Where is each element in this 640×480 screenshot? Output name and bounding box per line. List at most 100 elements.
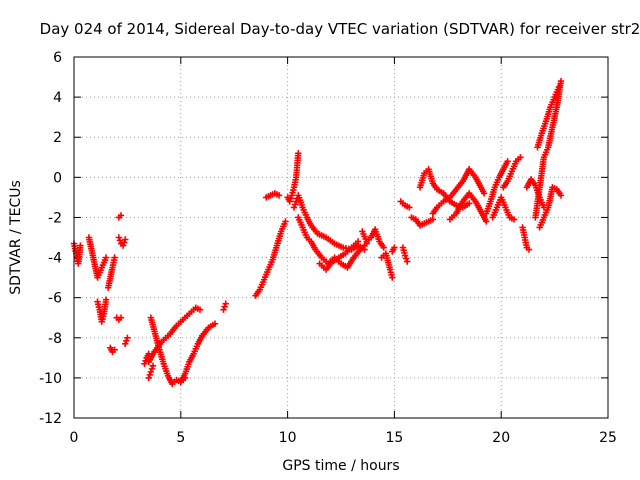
data-point — [483, 218, 490, 225]
series-arc-e10 — [500, 154, 524, 191]
data-point — [122, 340, 129, 347]
series-arc-a1 — [70, 240, 84, 267]
data-point — [124, 334, 131, 341]
data-point — [147, 368, 155, 376]
data-point — [142, 357, 149, 365]
x-tick-label: 25 — [599, 430, 617, 446]
data-point — [555, 83, 563, 91]
series-arc-b5 — [177, 320, 219, 386]
series-arc-d4 — [316, 238, 362, 273]
series-arc-d2 — [290, 192, 368, 253]
x-tick-label: 10 — [279, 430, 297, 446]
data-point — [141, 360, 148, 368]
y-tick-label: -8 — [48, 331, 62, 347]
y-tick-label: -6 — [48, 291, 62, 307]
data-point — [517, 154, 524, 161]
series-arc-e8 — [483, 158, 511, 217]
series-arc-b4 — [147, 314, 189, 388]
data-point — [275, 192, 283, 199]
series-arc-a2 — [85, 234, 110, 281]
x-tick-label: 15 — [385, 430, 403, 446]
data-point — [77, 242, 84, 249]
data-point — [123, 337, 130, 344]
data-point — [148, 365, 156, 373]
y-tick-label: -10 — [39, 371, 62, 387]
y-tick-label: -12 — [39, 411, 62, 427]
series-arc-d1 — [284, 150, 302, 205]
chart-title: Day 024 of 2014, Sidereal Day-to-day VTE… — [40, 20, 640, 38]
data-point — [389, 274, 396, 281]
series-arc-a8 — [115, 234, 129, 249]
series-arc-b3 — [145, 304, 204, 366]
y-tick-label: 2 — [53, 130, 62, 146]
series-arc-f2 — [534, 83, 563, 151]
data-point — [282, 218, 289, 225]
data-point — [525, 246, 533, 253]
series-arc-a7 — [115, 212, 125, 221]
series-arc-b6 — [220, 300, 229, 313]
data-point — [222, 300, 229, 307]
series-arc-a4 — [104, 254, 118, 291]
series-arc-e9 — [489, 194, 518, 223]
series-arc-e7 — [465, 166, 488, 197]
data-point — [401, 252, 409, 259]
series-arc-c2 — [263, 190, 283, 201]
data-point — [380, 244, 387, 251]
data-point — [149, 362, 157, 370]
x-tick-label: 0 — [70, 430, 79, 446]
series-arc-e5 — [429, 166, 473, 217]
series-arc-c1 — [252, 218, 289, 299]
series-arc-d6 — [378, 250, 396, 281]
data-point — [117, 212, 125, 219]
data-point — [211, 320, 219, 327]
data-point — [391, 244, 398, 251]
data-point — [122, 236, 129, 243]
series-arc-f3 — [536, 184, 565, 231]
data-point — [119, 242, 127, 249]
series-arc-b2 — [145, 362, 157, 382]
series-arc-e2 — [397, 198, 413, 211]
data-point — [102, 296, 110, 303]
data-point — [287, 195, 295, 202]
y-tick-label: 4 — [53, 90, 62, 106]
series-arc-d5 — [359, 226, 387, 251]
data-point — [102, 254, 110, 261]
data-point — [557, 77, 565, 85]
series-arc-a9 — [122, 334, 131, 347]
series-arc-e6 — [446, 190, 490, 225]
series-arc-e3 — [408, 214, 437, 229]
data-point — [465, 200, 473, 207]
data-point — [557, 192, 565, 199]
grid-lines — [74, 57, 608, 418]
data-point — [116, 237, 124, 244]
series-arc-a3 — [94, 296, 110, 325]
y-tick-label: 0 — [53, 170, 62, 186]
series-arc-e11 — [519, 224, 533, 253]
y-tick-label: 6 — [53, 50, 62, 66]
data-point — [404, 258, 411, 265]
data-point — [406, 204, 413, 211]
data-point — [146, 371, 154, 379]
data-point — [290, 204, 298, 211]
data-point — [145, 374, 152, 382]
data-point — [115, 234, 123, 241]
y-tick-label: -2 — [48, 210, 62, 226]
data-point — [429, 216, 437, 223]
series-arc-d7 — [389, 244, 398, 255]
data-point — [504, 158, 511, 165]
data-point — [354, 238, 362, 245]
data-point — [111, 254, 118, 261]
series-arc-f1 — [532, 77, 565, 221]
data-point — [286, 198, 293, 205]
data-point — [292, 198, 300, 205]
x-tick-label: 20 — [492, 430, 510, 446]
data-point — [402, 255, 410, 262]
x-tick-label: 5 — [176, 430, 185, 446]
data-points — [70, 77, 565, 388]
y-tick-label: -4 — [48, 251, 62, 267]
series-arc-a5 — [107, 344, 118, 356]
data-point — [295, 150, 302, 157]
series-arc-a6 — [113, 314, 125, 323]
data-point — [510, 216, 518, 223]
